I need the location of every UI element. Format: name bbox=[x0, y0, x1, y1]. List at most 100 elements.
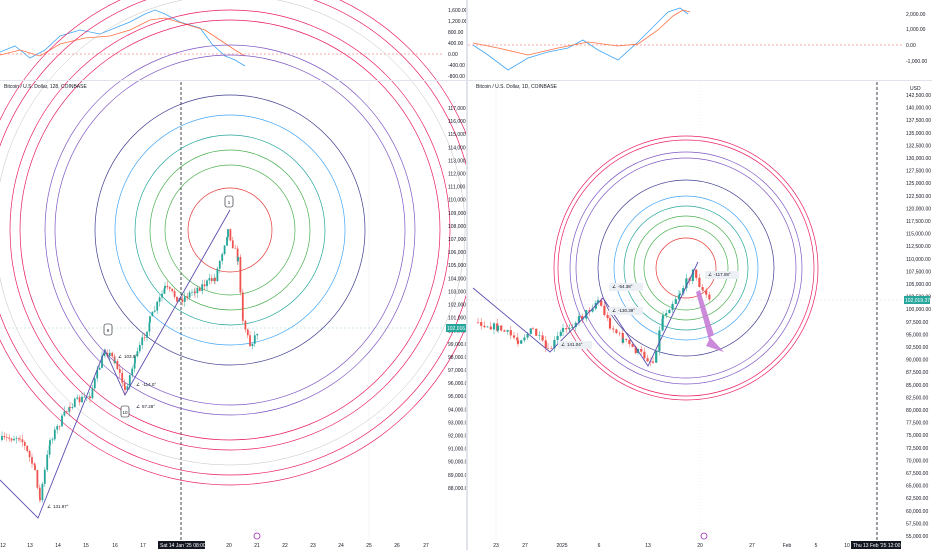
candle-body bbox=[96, 369, 99, 379]
candle-body bbox=[141, 337, 144, 346]
candle-body bbox=[516, 340, 520, 344]
zigzag-trendline bbox=[0, 209, 231, 519]
left-pane-separator[interactable] bbox=[0, 80, 466, 81]
price-tick-label: 100,000.00 bbox=[906, 307, 931, 313]
price-tick-label: 116,000.00 bbox=[448, 119, 466, 125]
candle-body bbox=[123, 382, 126, 387]
time-tick-label: 2025 bbox=[556, 543, 567, 549]
candle-body bbox=[58, 426, 61, 427]
wave-label-box bbox=[103, 323, 113, 336]
angle-label: -54.38° bbox=[618, 284, 633, 289]
fib-circle bbox=[655, 237, 717, 299]
candle-body bbox=[89, 396, 91, 399]
candle-body bbox=[523, 337, 526, 341]
candle-body bbox=[3, 436, 6, 438]
candle-body bbox=[665, 313, 668, 316]
osc-tick-label: 2,000.00 bbox=[906, 12, 926, 18]
time-tick-label: 27 bbox=[423, 543, 429, 549]
candle-body bbox=[236, 248, 239, 262]
candle-body bbox=[568, 328, 571, 330]
angle-label-bg bbox=[609, 283, 643, 291]
candle-body bbox=[149, 316, 151, 323]
candle-body bbox=[128, 375, 131, 387]
left-grid bbox=[0, 82, 444, 540]
fib-circle bbox=[623, 205, 749, 331]
time-tick-label: 16 bbox=[112, 543, 118, 549]
wave-label: 10 bbox=[122, 410, 128, 415]
candle-body bbox=[489, 326, 492, 330]
osc-tick-label: 0.00 bbox=[448, 52, 458, 58]
candle-body bbox=[674, 299, 677, 304]
fib-circle bbox=[187, 187, 273, 273]
candle-body bbox=[34, 465, 36, 471]
price-tick-label: 135,000.00 bbox=[906, 131, 931, 137]
left-fib-circles[interactable] bbox=[0, 0, 466, 486]
right-chart-canvas[interactable]: ∠ -54.38°∠ -130.39°∠ 141.04°∠ -117.08° 142,5… bbox=[468, 0, 932, 550]
right-chart-pane[interactable]: ∠ -54.38° ∠ -130.39° ∠ 141.04° ∠ -117.08° 142,5… bbox=[468, 0, 932, 550]
candle-body bbox=[114, 360, 116, 363]
candle-body bbox=[685, 278, 688, 289]
price-tick-label: 105,000.00 bbox=[448, 263, 466, 269]
fib-circle bbox=[0, 0, 466, 486]
wave-label: 1 bbox=[228, 200, 231, 205]
price-tick-label: 89,000.00 bbox=[448, 473, 466, 479]
left-chart-pane[interactable]: 1 9 10 ∠ 103.0° ∠ -114.0° ∠ 57.28° ∠ 131.97° 117,0… bbox=[0, 0, 466, 550]
time-tick-label: 21 bbox=[254, 543, 260, 549]
angle-label-bg bbox=[609, 307, 643, 315]
angle-label-bg bbox=[558, 341, 592, 349]
right-price-axis[interactable]: 142,500.00 140,000.00 137,500.00 135,000.00… bbox=[904, 12, 931, 540]
fib-circle bbox=[149, 149, 311, 311]
angle-label: 57.28° bbox=[142, 404, 155, 409]
right-currency-label: USD bbox=[910, 86, 921, 92]
candle-body bbox=[218, 260, 221, 269]
right-fib-circles[interactable] bbox=[553, 135, 819, 401]
candle-body bbox=[38, 487, 41, 498]
candle-body bbox=[98, 367, 101, 370]
candle-body bbox=[28, 450, 31, 458]
wave-label: 9 bbox=[107, 328, 110, 333]
pane-divider[interactable] bbox=[466, 0, 468, 550]
left-time-axis[interactable]: 12 13 14 15 16 17 20 21 22 23 24 25 26 27 Sat 14 Jan '… bbox=[0, 532, 429, 549]
cursor-time-tag bbox=[851, 541, 901, 549]
candle-body bbox=[698, 277, 701, 288]
candle-body bbox=[242, 319, 244, 321]
candle-body bbox=[203, 284, 206, 287]
time-tick-label: 14 bbox=[55, 543, 61, 549]
last-price-text: 102,016.01 bbox=[447, 326, 466, 332]
candle-body bbox=[655, 350, 658, 363]
fib-circle bbox=[19, 19, 441, 441]
price-tick-label: 99,000.00 bbox=[448, 342, 466, 348]
candle-body bbox=[104, 353, 106, 354]
right-time-axis[interactable]: 23 27 2025 6 13 20 27 Feb 5 10 Thu 13 Feb '25 12:0… bbox=[493, 532, 901, 549]
right-drawings[interactable]: ∠ -54.38°∠ -130.39°∠ 141.04°∠ -117.08° bbox=[472, 261, 739, 367]
candle-body bbox=[625, 338, 628, 340]
candle-body bbox=[31, 457, 33, 464]
candle-body bbox=[249, 335, 251, 347]
candle-body bbox=[214, 278, 216, 281]
angle-icon: ∠ bbox=[47, 504, 51, 509]
candle-body bbox=[585, 310, 588, 319]
angle-label: -130.39° bbox=[618, 308, 635, 313]
price-tick-label: 111,000.00 bbox=[448, 185, 466, 191]
price-tick-label: 120,000.00 bbox=[906, 206, 931, 212]
price-tick-label: 127,500.00 bbox=[906, 169, 931, 175]
price-tick-label: 90,000.00 bbox=[906, 358, 928, 364]
right-candles bbox=[476, 268, 711, 366]
candle-body bbox=[658, 330, 661, 351]
candle-body bbox=[671, 303, 674, 310]
candle-body bbox=[520, 340, 523, 344]
price-tick-label: 94,000.00 bbox=[448, 407, 466, 413]
price-tick-label: 102,000.00 bbox=[448, 303, 466, 309]
fib-circle bbox=[643, 225, 729, 311]
candle-body bbox=[251, 343, 254, 347]
candle-body bbox=[210, 278, 213, 282]
osc-macd-line bbox=[472, 7, 689, 71]
candle-body bbox=[5, 437, 8, 438]
right-pane-separator[interactable] bbox=[468, 80, 932, 81]
candle-body bbox=[161, 293, 163, 298]
left-price-axis[interactable]: 117,000.00 116,000.00 115,000.00 114,000.00… bbox=[446, 8, 466, 492]
osc-tick-label: 1,000.00 bbox=[906, 27, 926, 33]
candle-body bbox=[535, 328, 538, 336]
